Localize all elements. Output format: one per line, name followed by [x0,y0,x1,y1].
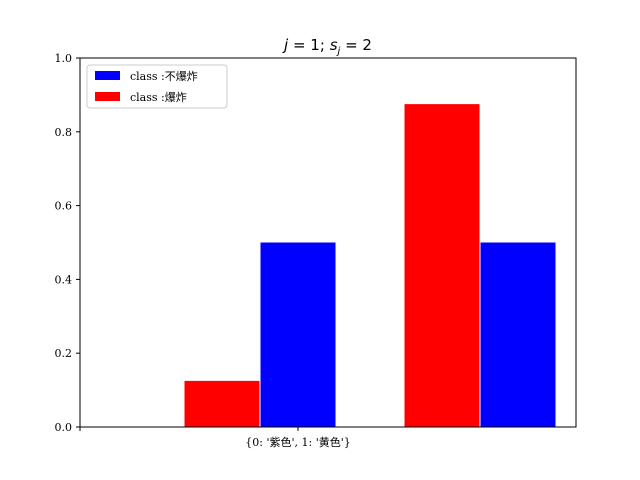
y-tick-label: 0.4 [55,273,73,286]
legend: class :不爆炸 class :爆炸 [86,64,228,109]
y-tick-label: 1.0 [55,52,73,65]
plot-frame [79,57,577,428]
y-tick-label: 0.0 [55,421,73,434]
y-tick-label: 0.8 [55,126,73,139]
y-axis: 0.0 0.2 0.4 0.6 0.8 1.0 [55,52,80,434]
legend-label: class :不爆炸 [130,69,198,83]
bars-group [184,104,556,427]
y-tick-label: 0.6 [55,200,73,213]
legend-swatch-blue [95,71,120,80]
chart-title: j = 1; sj = 2 [282,36,372,57]
bar-blue-cat-1 [480,242,556,427]
legend-label: class :爆炸 [130,90,187,104]
x-tick-label: {0: '紫色', 1: '黄色'} [245,435,351,449]
bar-blue-cat-0 [260,242,336,427]
bar-red-cat-0 [184,380,260,427]
y-tick-label: 0.2 [55,347,73,360]
legend-box [86,64,228,109]
bar-red-cat-1 [404,104,480,427]
legend-swatch-red [95,92,120,101]
